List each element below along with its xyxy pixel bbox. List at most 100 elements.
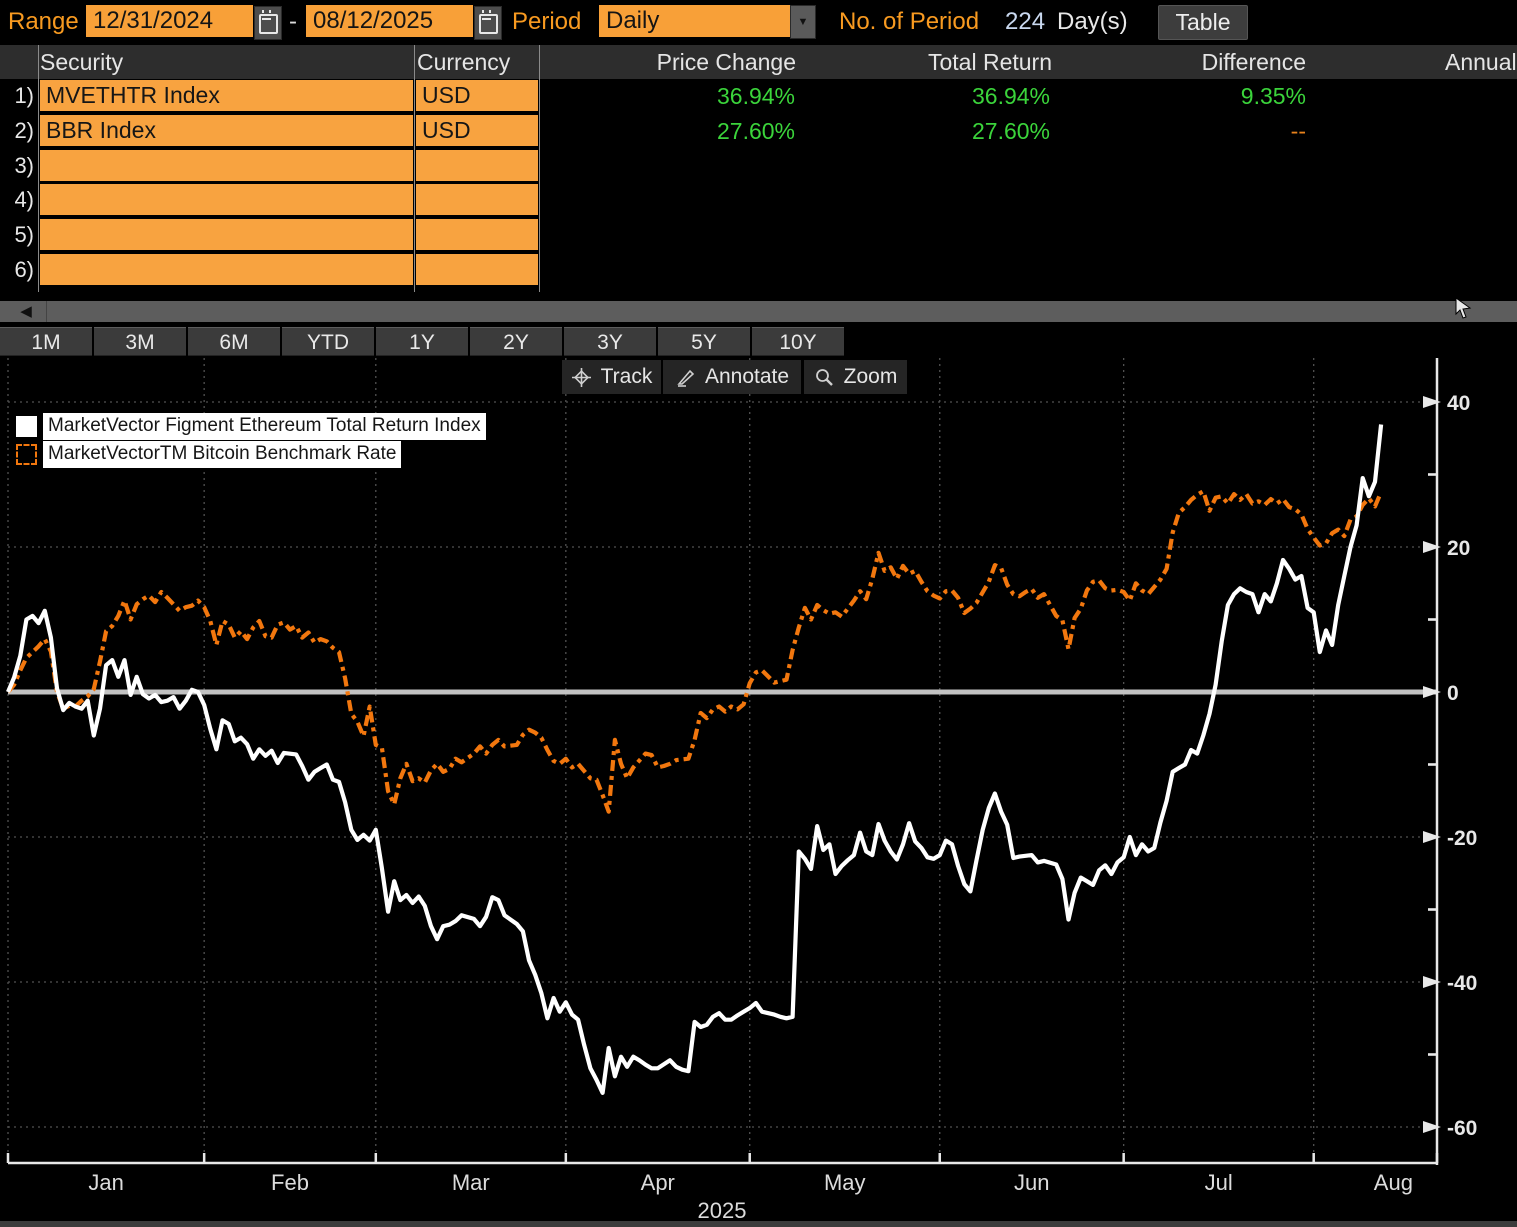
legend-label: MarketVectorTM Bitcoin Benchmark Rate <box>43 441 402 468</box>
security-cell[interactable] <box>40 149 413 181</box>
mouse-cursor-icon <box>1455 297 1472 319</box>
period-select[interactable]: Daily <box>599 5 790 37</box>
horizontal-scrollbar[interactable]: ◀ <box>0 301 1517 322</box>
chevron-down-icon[interactable]: ▼ <box>790 5 816 39</box>
currency-cell[interactable] <box>416 184 538 216</box>
total-return-value: 36.94% <box>971 83 1050 109</box>
track-label: Track <box>600 365 653 388</box>
tab-10y[interactable]: 10Y <box>752 327 844 356</box>
legend-item[interactable]: MarketVectorTM Bitcoin Benchmark Rate <box>16 441 402 468</box>
currency-cell[interactable] <box>416 219 538 251</box>
table-row[interactable]: 6) <box>0 254 1517 285</box>
dashed-series-swatch-icon <box>16 444 37 465</box>
y-tick-arrow-icon <box>1423 1121 1441 1133</box>
num-period-label: No. of Period <box>839 8 980 35</box>
annotate-button[interactable]: Annotate <box>663 360 801 394</box>
table-row[interactable]: 5) <box>0 219 1517 251</box>
row-number: 1) <box>14 83 34 108</box>
row-number: 5) <box>14 222 34 248</box>
security-cell[interactable] <box>40 184 413 216</box>
column-divider <box>38 45 39 292</box>
y-tick-arrow-icon <box>1423 976 1441 988</box>
col-header-total-return[interactable]: Total Return <box>927 49 1052 75</box>
table-row[interactable]: 4) <box>0 184 1517 216</box>
col-header-security[interactable]: Security <box>40 49 124 75</box>
col-header-difference[interactable]: Difference <box>1201 49 1306 75</box>
security-cell[interactable]: MVETHTR Index <box>40 80 413 111</box>
range-dash: - <box>289 8 297 35</box>
num-period-unit: Day(s) <box>1057 8 1128 35</box>
col-header-price-change[interactable]: Price Change <box>656 49 796 75</box>
securities-table: Security Currency Price Change Total Ret… <box>0 45 1517 300</box>
x-month-label: May <box>824 1170 866 1195</box>
y-tick-arrow-icon <box>1423 686 1441 698</box>
security-cell[interactable] <box>40 254 413 285</box>
tab-ytd[interactable]: YTD <box>282 327 374 356</box>
legend-label: MarketVector Figment Ethereum Total Retu… <box>43 413 486 440</box>
table-header-row: Security Currency Price Change Total Ret… <box>0 45 1517 79</box>
tab-3m[interactable]: 3M <box>94 327 186 356</box>
col-header-currency[interactable]: Currency <box>417 49 511 75</box>
legend-item[interactable]: MarketVector Figment Ethereum Total Retu… <box>16 413 486 440</box>
y-tick-arrow-icon <box>1423 541 1441 553</box>
tab-1y[interactable]: 1Y <box>376 327 468 356</box>
currency-cell[interactable]: USD <box>416 80 538 111</box>
y-minor-tick <box>1428 1053 1437 1056</box>
price-change-value: 27.60% <box>716 117 795 144</box>
annotate-pencil-icon <box>677 369 695 387</box>
security-cell[interactable] <box>40 219 413 251</box>
column-divider <box>414 45 415 292</box>
security-cell[interactable]: BBR Index <box>40 114 413 146</box>
calendar-glyph <box>259 10 278 34</box>
track-button[interactable]: Track <box>562 360 661 394</box>
difference-value: 9.35% <box>1240 83 1306 109</box>
row-number: 2) <box>14 117 34 143</box>
table-row[interactable]: 2) BBR Index USD 27.60% 27.60% -- <box>0 114 1517 146</box>
tab-1m[interactable]: 1M <box>0 327 92 356</box>
y-minor-tick <box>1428 908 1437 911</box>
bitcoin-series-line[interactable] <box>6 489 1384 814</box>
x-month-label: Jan <box>88 1170 123 1195</box>
calendar-icon[interactable] <box>254 6 282 40</box>
num-period-value[interactable]: 224 <box>1005 8 1046 35</box>
table-button[interactable]: Table <box>1158 5 1248 40</box>
scroll-left-icon[interactable]: ◀ <box>6 301 47 322</box>
price-change-value: 36.94% <box>716 83 795 109</box>
tab-6m[interactable]: 6M <box>188 327 280 356</box>
row-number: 3) <box>14 152 34 178</box>
ethereum-series-line[interactable] <box>6 424 1384 1096</box>
tab-2y[interactable]: 2Y <box>470 327 562 356</box>
currency-cell[interactable] <box>416 254 538 285</box>
currency-cell[interactable]: USD <box>416 114 538 146</box>
y-tick-label: -40 <box>1447 972 1477 995</box>
range-tab-bar: 1M 3M 6M YTD 1Y 2Y 3Y 5Y 10Y <box>0 327 844 356</box>
y-tick-label: 40 <box>1447 392 1470 415</box>
range-start-input[interactable]: 12/31/2024 <box>86 5 253 37</box>
table-row[interactable]: 1) MVETHTR Index USD 36.94% 36.94% 9.35% <box>0 80 1517 111</box>
x-year-label: 2025 <box>698 1198 747 1223</box>
x-month-label: Apr <box>641 1170 675 1195</box>
zoom-magnifier-icon <box>815 368 833 386</box>
range-end-input[interactable]: 08/12/2025 <box>306 5 473 37</box>
y-tick-label: 0 <box>1447 682 1459 705</box>
tab-3y[interactable]: 3Y <box>564 327 656 356</box>
zoom-label: Zoom <box>843 365 898 388</box>
y-minor-tick <box>1428 618 1437 621</box>
currency-cell[interactable] <box>416 149 538 181</box>
calendar-icon[interactable] <box>474 6 502 40</box>
zoom-button[interactable]: Zoom <box>804 360 907 394</box>
x-month-label: Feb <box>271 1170 309 1195</box>
column-divider <box>539 45 540 292</box>
tab-5y[interactable]: 5Y <box>658 327 750 356</box>
difference-value: -- <box>1290 117 1306 144</box>
row-number: 4) <box>14 187 34 213</box>
x-month-label: Aug <box>1374 1170 1413 1195</box>
x-month-label: Jun <box>1014 1170 1049 1195</box>
y-tick-label: -20 <box>1447 827 1477 850</box>
y-tick-arrow-icon <box>1423 831 1441 843</box>
col-header-annualized[interactable]: Annualized <box>1445 49 1517 75</box>
table-row[interactable]: 3) <box>0 149 1517 181</box>
returns-chart[interactable]: 40 20 0 -20 -40 -60 Jan Feb Mar Apr May Jun Jul Aug 20… <box>0 355 1517 1227</box>
y-tick-label: 20 <box>1447 537 1470 560</box>
